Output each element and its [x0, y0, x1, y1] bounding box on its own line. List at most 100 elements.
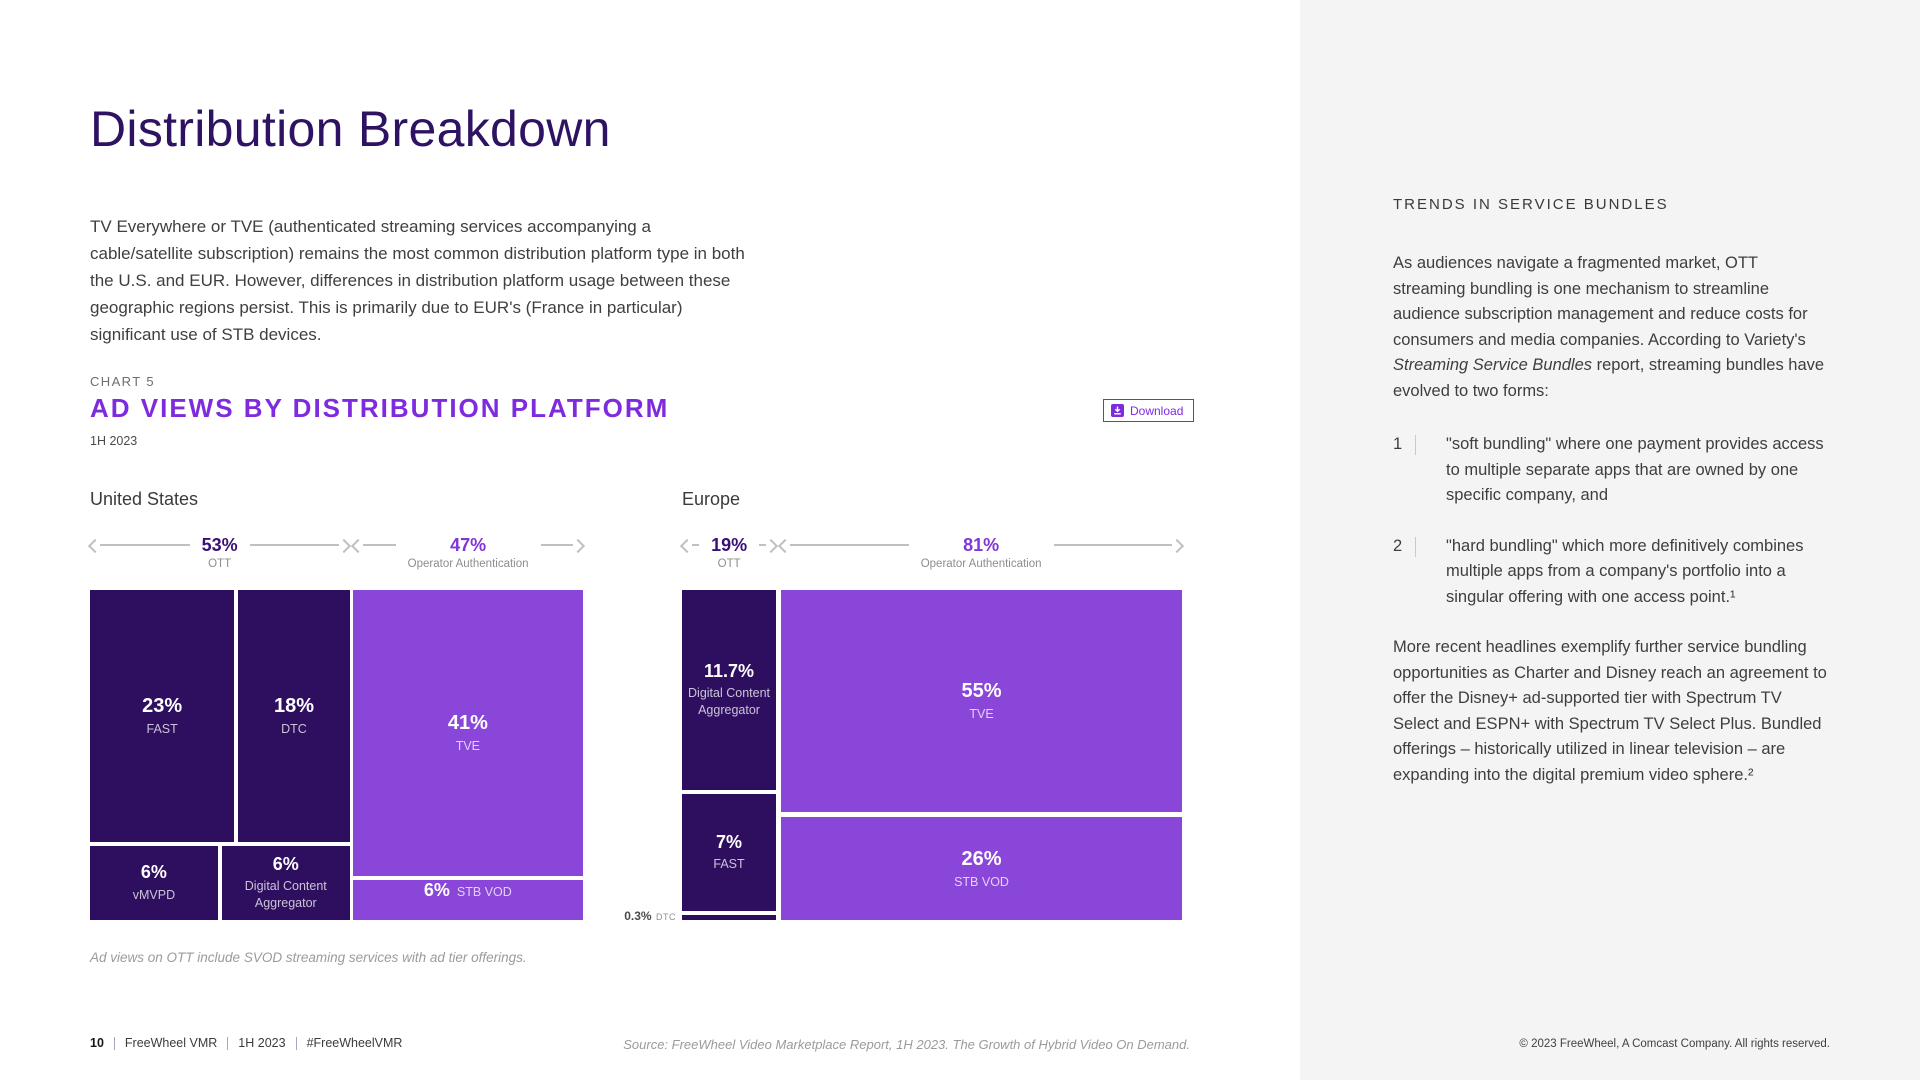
eu-ott-share: 19% OTT: [711, 536, 747, 570]
bundle-list-item: 2 "hard bundling" which more definitivel…: [1393, 534, 1830, 611]
footer-divider: [295, 1036, 297, 1050]
cell-label: FAST: [713, 857, 745, 872]
list-item-divider: [1415, 435, 1416, 455]
share-value: 19%: [711, 535, 748, 555]
arrowhead-right-icon: [570, 538, 586, 554]
us-ott-bottom-row: 6% vMVPD 6% Digital Content Aggregator: [90, 846, 350, 920]
trends-panel: TRENDS IN SERVICE BUNDLES As audiences n…: [1300, 0, 1920, 1080]
treemap-cell-eu-fast: 7% FAST: [682, 794, 777, 911]
arrow-line: [1053, 544, 1173, 546]
eu-share-arrows: 19% OTT 81% Operator Authentication: [679, 536, 1185, 570]
report-name-italic: Streaming Service Bundles: [1393, 356, 1593, 374]
cell-label: TVE: [455, 739, 480, 754]
share-value: 81%: [963, 535, 1000, 555]
chart-region-us: United States 53% OTT 47% Operator Authe…: [87, 489, 586, 920]
region-label-eu: Europe: [682, 489, 741, 509]
treemap-cell-eu-dtc-sliver: [682, 915, 777, 920]
cell-value: 6%: [423, 880, 450, 900]
arrowhead-left-icon: [87, 538, 103, 554]
arrowhead-right-icon: [337, 538, 352, 554]
arrow-line: [759, 544, 767, 546]
cell-value: 7%: [716, 831, 743, 852]
cell-value: 18%: [273, 695, 314, 718]
eu-treemap: 11.7% Digital Content Aggregator 7% FAST…: [624, 590, 1182, 923]
arrow-line: [249, 544, 340, 546]
download-button[interactable]: Download: [1103, 399, 1195, 422]
download-label: Download: [1130, 403, 1184, 418]
treemap-cell-us-stbvod: 6% STB VOD: [352, 880, 583, 920]
footer-item: #FreeWheelVMR: [306, 1036, 403, 1050]
arrow-line: [692, 544, 700, 546]
cell-value: 23%: [142, 695, 183, 718]
share-label: Operator Authentication: [920, 558, 1042, 570]
cell-label: Digital Content Aggregator: [244, 879, 327, 911]
list-item-text: "soft bundling" where one payment provid…: [1446, 435, 1824, 504]
cell-value: 26%: [961, 847, 1002, 870]
treemap-cell-us-tve: 41% TVE: [352, 590, 583, 876]
cell-label: FAST: [146, 722, 178, 737]
page-number: 10: [90, 1036, 104, 1050]
download-icon: [1111, 404, 1124, 417]
arrowhead-left-icon: [351, 538, 366, 554]
intro-paragraph: TV Everywhere or TVE (authenticated stre…: [90, 217, 745, 344]
cell-label: DTC: [656, 912, 676, 922]
treemap-cell-us-dtc: 18% DTC: [238, 590, 350, 842]
paragraph-text: report, streaming bundles have evolved t…: [1393, 356, 1825, 400]
us-opauth-share: 47% Operator Authentication: [408, 536, 529, 570]
share-label: Operator Authentication: [407, 558, 529, 570]
footer-divider: [227, 1036, 229, 1050]
bundle-list-item: 1 "soft bundling" where one payment prov…: [1393, 432, 1830, 509]
us-opauth-arrow: 47% Operator Authentication: [351, 536, 586, 570]
arrow-line: [363, 544, 396, 546]
cell-value: 11.7%: [704, 660, 755, 681]
us-ott-top-row: 23% FAST 18% DTC: [90, 590, 350, 842]
trends-paragraph-2: More recent headlines exemplify further …: [1393, 638, 1827, 784]
list-item-number: 1: [1393, 435, 1403, 453]
chart-eyebrow: CHART 5: [90, 374, 155, 389]
cell-value: 55%: [961, 680, 1002, 703]
us-ott-arrow: 53% OTT: [87, 536, 352, 570]
arrow-line: [100, 544, 190, 546]
cell-value: 41%: [447, 712, 488, 735]
eu-opauth-column: 55% TVE 26% STB VOD: [781, 590, 1182, 920]
arrowhead-left-icon: [679, 538, 695, 554]
us-share-arrows: 53% OTT 47% Operator Authentication: [87, 536, 586, 570]
treemap-cell-eu-tve: 55% TVE: [781, 590, 1182, 812]
cell-label: STB VOD: [456, 885, 512, 899]
arrowhead-right-icon: [764, 538, 779, 554]
list-item-divider: [1415, 536, 1416, 557]
us-treemap: 23% FAST 18% DTC 6% vMVPD 6% Dig: [90, 590, 583, 920]
chart-title: AD VIEWS BY DISTRIBUTION PLATFORM: [90, 393, 670, 423]
arrow-line: [540, 544, 574, 546]
arrowhead-right-icon: [1169, 538, 1185, 554]
paragraph-text: As audiences navigate a fragmented marke…: [1393, 254, 1808, 349]
cell-label: STB VOD: [954, 874, 1009, 889]
chart-region-eu: Europe 19% OTT 81% Operator Authenticati…: [624, 489, 1185, 923]
eu-ott-column: 11.7% Digital Content Aggregator 7% FAST: [682, 590, 777, 920]
footer-item: FreeWheel VMR: [124, 1036, 218, 1050]
treemap-cell-eu-stbvod: 26% STB VOD: [781, 817, 1182, 920]
eu-opauth-arrow: 81% Operator Authentication: [778, 536, 1185, 570]
share-value: 47%: [450, 535, 487, 555]
chart-period: 1H 2023: [90, 434, 138, 448]
eu-opauth-share: 81% Operator Authentication: [921, 536, 1042, 570]
footer-item: 1H 2023: [238, 1036, 286, 1050]
trends-paragraph-1: As audiences navigate a fragmented marke…: [1393, 251, 1830, 404]
cell-label: DTC: [281, 722, 307, 737]
share-label: OTT: [717, 558, 741, 570]
cell-value: 6%: [272, 853, 299, 874]
treemap-cell-us-vmvpd: 6% vMVPD: [90, 846, 218, 920]
share-value: 53%: [201, 535, 238, 555]
arrowhead-left-icon: [778, 538, 793, 554]
cell-value: 6%: [140, 862, 167, 883]
footer-divider: [113, 1036, 115, 1050]
treemap-cell-us-fast: 23% FAST: [90, 590, 235, 842]
cell-value: 0.3%: [624, 909, 652, 923]
us-ott-share: 53% OTT: [202, 536, 238, 570]
cell-label: vMVPD: [132, 887, 176, 902]
footer-meta: 10 FreeWheel VMR 1H 2023 #FreeWheelVMR: [90, 1036, 402, 1050]
bundle-list: 1 "soft bundling" where one payment prov…: [1393, 432, 1830, 610]
source-note: Source: FreeWheel Video Marketplace Repo…: [623, 1037, 1190, 1052]
trends-heading: TRENDS IN SERVICE BUNDLES: [1393, 196, 1669, 213]
